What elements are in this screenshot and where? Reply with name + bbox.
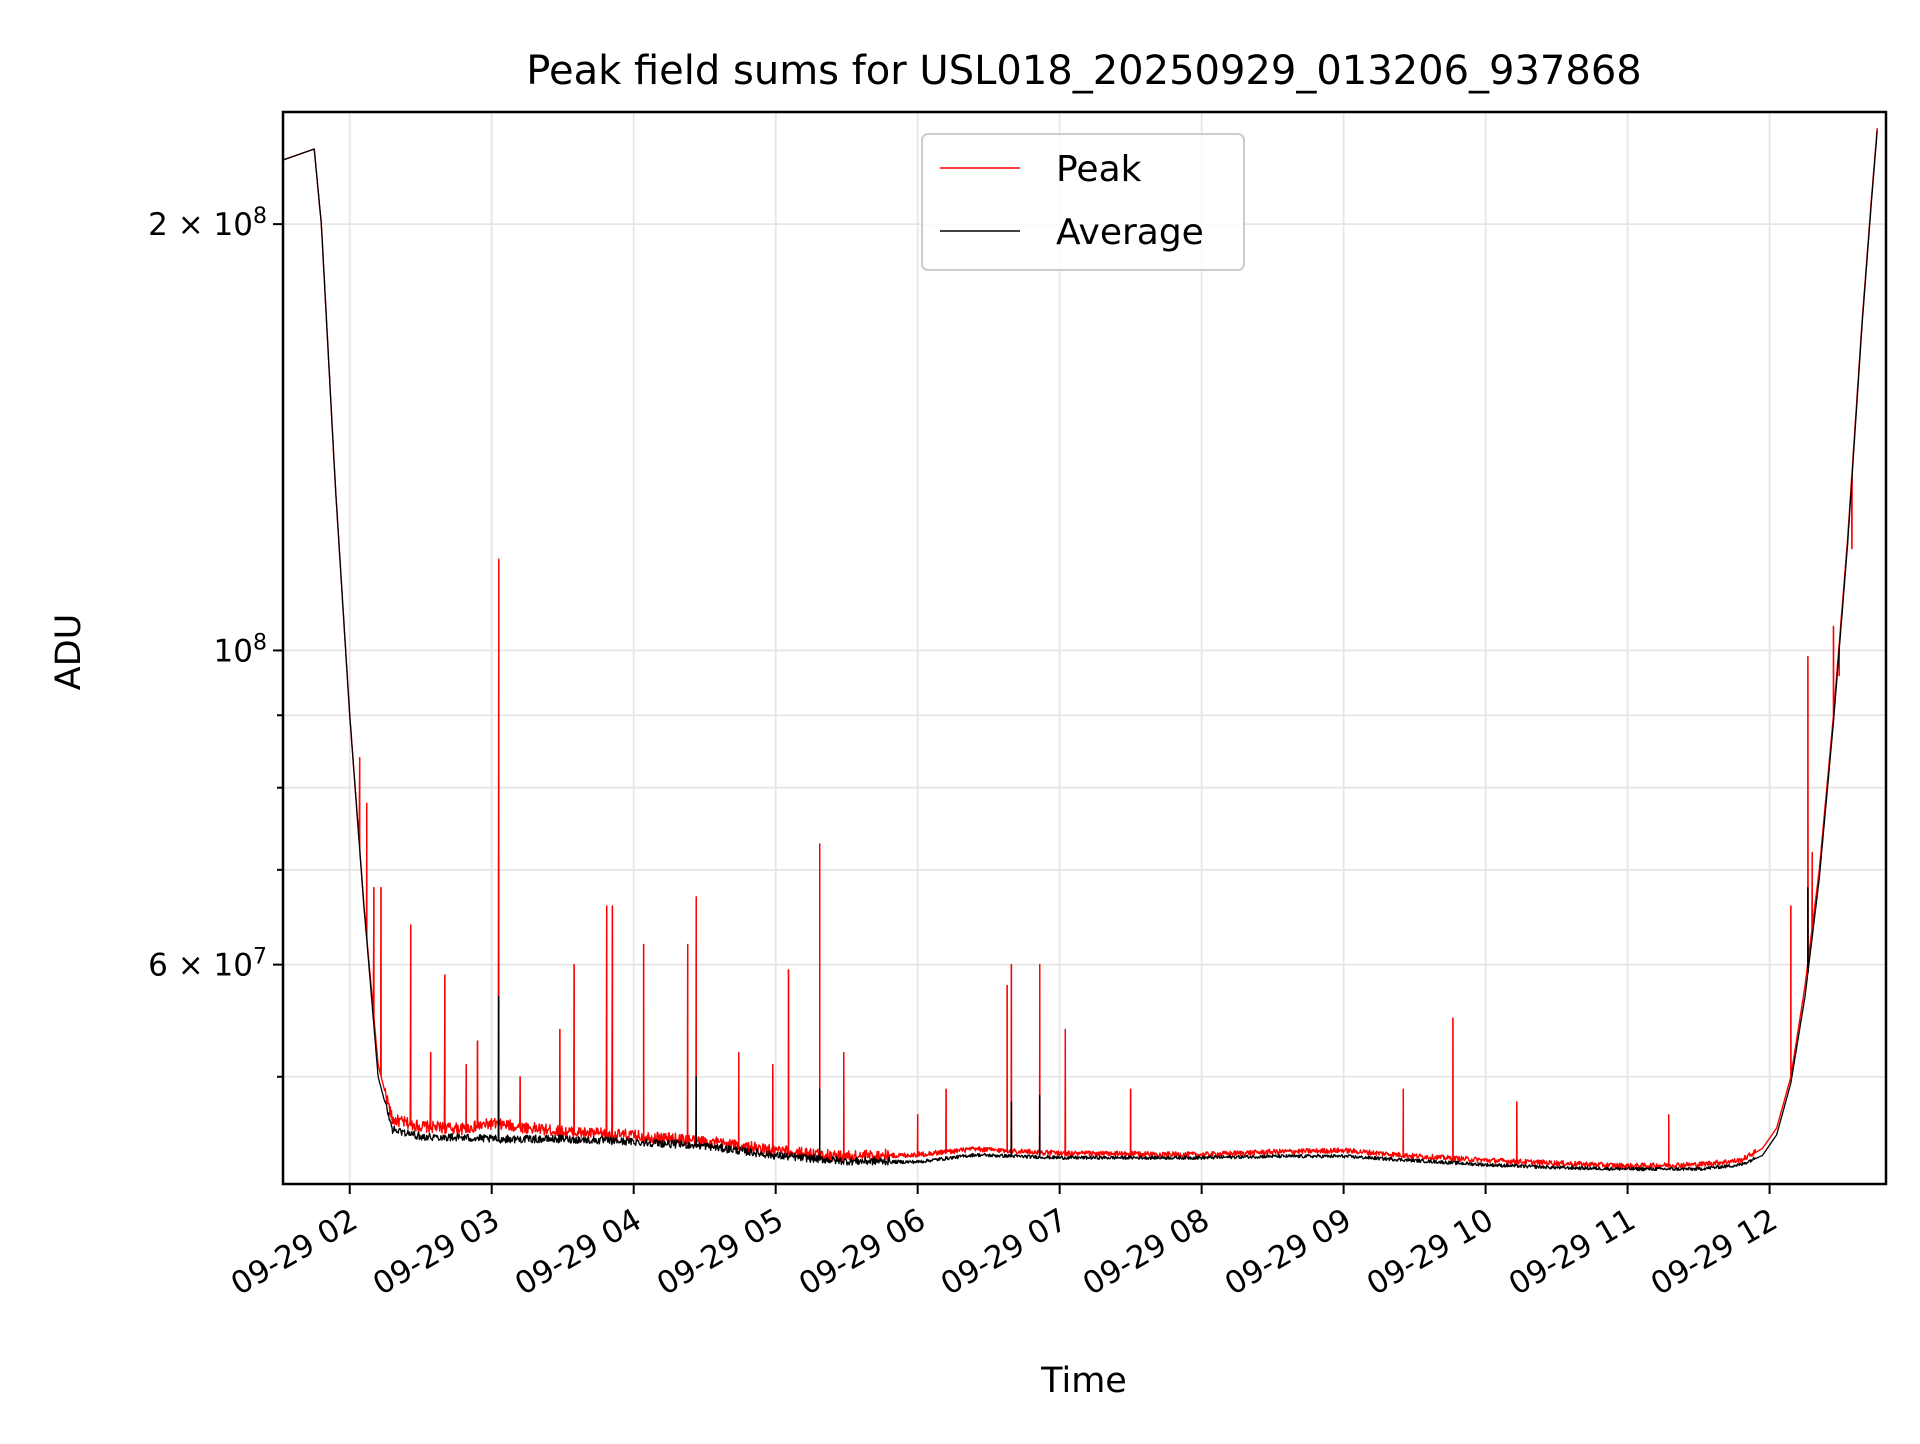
series-layer (283, 127, 1878, 1172)
y-tick-times: × (168, 948, 214, 984)
y-tick-exponent: 7 (253, 944, 267, 969)
series-line-peak (283, 127, 1878, 1169)
y-tick-base: 10 (214, 207, 253, 243)
series-line-average (283, 130, 1878, 1172)
legend-label-average: Average (1056, 212, 1204, 253)
y-tick-exponent: 8 (253, 204, 267, 229)
x-axis-label: Time (1040, 1361, 1127, 1401)
y-tick-label: 6 × 107 (148, 944, 267, 984)
y-tick-mantissa: 2 (148, 207, 168, 243)
plot-area-frame (281, 110, 1888, 1186)
chart-title: Peak field sums for USL018_20250929_0132… (526, 48, 1641, 94)
grid-layer (283, 112, 1886, 1184)
y-tick-label: 2 × 108 (148, 204, 267, 244)
legend-label-peak: Peak (1056, 149, 1142, 190)
y-axis-label: ADU (49, 614, 89, 691)
y-tick-times: × (168, 207, 214, 243)
y-tick-label: 108 (214, 630, 267, 670)
y-tick-base: 10 (214, 948, 253, 984)
y-tick-exponent: 8 (253, 630, 267, 655)
y-tick-mantissa: 6 (148, 948, 168, 984)
legend: Peak Average (921, 133, 1245, 271)
y-tick-base: 10 (214, 633, 253, 669)
